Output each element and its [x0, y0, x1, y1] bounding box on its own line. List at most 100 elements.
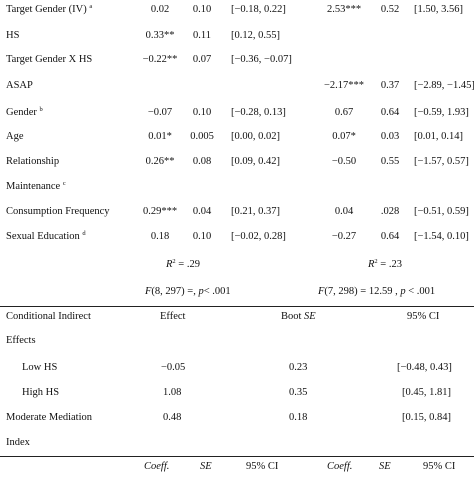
f-statistic-left: F(8, 297) =, p< .001	[145, 285, 231, 299]
moderated-mediation-effect: 0.48	[163, 412, 182, 423]
ci-model1: [−0.02, 0.28]	[231, 231, 286, 242]
ci-model1: [−0.36, −0.07]	[231, 54, 292, 65]
coeff-model2: −2.17***	[323, 80, 365, 91]
predictor-label: Gender b	[6, 106, 43, 120]
f-left-symbol: F	[145, 286, 152, 297]
se-model1: 0.08	[192, 156, 212, 167]
regression-row: HS 0.33** 0.11 [0.12, 0.55]	[0, 29, 474, 47]
regression-row: Sexual Education d 0.18 0.10 [−0.02, 0.28] −…	[0, 230, 474, 248]
low-hs-effect: −0.05	[161, 362, 186, 373]
predictor-label: HS	[6, 29, 19, 43]
coeff-model1: −0.07	[147, 107, 173, 118]
p-left-symbol: p	[198, 286, 204, 297]
high-hs-label: High HS	[22, 387, 60, 398]
coeff-model1: 0.33**	[145, 30, 175, 41]
regression-row: Target Gender X HS −0.22** 0.07 [−0.36, −0.…	[0, 53, 474, 71]
se-model1: 0.04	[192, 206, 212, 217]
high-hs-row: High HS 1.08 0.35 [0.45, 1.81]	[0, 386, 474, 404]
low-hs-ci: [−0.48, 0.43]	[397, 362, 452, 373]
predictor-footnote-mark: d	[82, 230, 86, 237]
ci-model2: [−0.51, 0.59]	[414, 206, 469, 217]
boot-header-text: Boot	[281, 311, 305, 322]
se-header-right: SE	[379, 461, 391, 472]
low-hs-se: 0.23	[289, 362, 308, 373]
predictor-label: Target Gender X HS	[6, 53, 92, 67]
f-left-text: (8, 297) =,	[151, 286, 199, 297]
coeff-model1: 0.02	[150, 4, 170, 15]
regression-row: ASAP −2.17*** 0.37 [−2.89, −1.45]	[0, 79, 474, 97]
r-squared-left: R2 = .29	[166, 258, 200, 272]
coeff-model2: 2.53***	[326, 4, 362, 15]
ci-model2: [−2.89, −1.45]	[414, 80, 474, 91]
predictor-label-text: Target Gender X HS	[6, 54, 93, 65]
ci-model1: [−0.18, 0.22]	[231, 4, 286, 15]
se-model1: 0.11	[193, 30, 211, 41]
se-header-left: SE	[200, 461, 212, 472]
predictor-label-text: Consumption Frequency	[6, 206, 110, 217]
regression-row: Consumption Frequency 0.29*** 0.04 [0.21, 0…	[0, 205, 474, 223]
se-model2: 0.55	[380, 156, 400, 167]
p-left-text: < .001	[203, 286, 231, 297]
ci-model2: [0.01, 0.14]	[414, 131, 463, 142]
coeff-model2: 0.67	[334, 107, 354, 118]
predictor-label-text: HS	[6, 30, 20, 41]
table-divider-bottom	[0, 456, 474, 457]
predictor-footnote-mark: b	[39, 106, 43, 113]
r-squared-left-symbol: R	[166, 259, 173, 270]
r-squared-right-symbol: R	[368, 259, 375, 270]
regression-row: Gender b −0.07 0.10 [−0.28, 0.13] 0.67 0.64 [−…	[0, 106, 474, 124]
predictor-footnote-mark: a	[89, 3, 93, 10]
ci-model1: [0.12, 0.55]	[231, 30, 280, 41]
coeff-model1: −0.22**	[142, 54, 178, 65]
se-model1: 0.10	[192, 107, 212, 118]
p-right-text: < .001	[405, 286, 436, 297]
r-squared-row: R2 = .29 R2 = .23	[0, 258, 474, 276]
moderated-mediation-label: Moderate Mediation	[6, 412, 93, 423]
coeff-model1: 0.01*	[148, 131, 172, 142]
coeff-model1: 0.18	[150, 231, 170, 242]
f-right-text: (7, 298) = 12.59 ,	[324, 286, 401, 297]
moderated-mediation-label-line2: Index	[6, 437, 30, 448]
low-hs-row: Low HS −0.05 0.23 [−0.48, 0.43]	[0, 361, 474, 379]
coeff-model2: −0.50	[331, 156, 357, 167]
ci-model1: [−0.28, 0.13]	[231, 107, 286, 118]
ci-model1: [0.09, 0.42]	[231, 156, 280, 167]
se-model1: 0.10	[192, 231, 212, 242]
low-hs-label: Low HS	[22, 362, 58, 373]
coeff-model2: −0.27	[331, 231, 357, 242]
r-squared-right: R2 = .23	[368, 258, 402, 272]
moderated-mediation-ci: [0.15, 0.84]	[402, 412, 451, 423]
ci-header-right: 95% CI	[423, 461, 456, 472]
coeff-header-right: Coeff.	[327, 461, 353, 472]
predictor-label: Maintenance c	[6, 180, 66, 194]
predictor-label-text: Target Gender (IV)	[6, 4, 87, 15]
coeff-header-left: Coeff.	[144, 461, 170, 472]
high-hs-ci: [0.45, 1.81]	[402, 387, 451, 398]
regression-row: Relationship 0.26** 0.08 [0.09, 0.42] −0.50 0…	[0, 155, 474, 173]
coeff-model2: 0.04	[334, 206, 354, 217]
high-hs-se: 0.35	[289, 387, 308, 398]
indirect-header-row-2: Effects	[0, 334, 474, 352]
f-statistic-right: F(7, 298) = 12.59 , p < .001	[318, 285, 435, 299]
se-model2: 0.37	[380, 80, 400, 91]
boot-se-header: Boot SE	[281, 310, 316, 324]
r-squared-right-sup: 2	[374, 258, 378, 265]
regression-row: Maintenance c	[0, 180, 474, 198]
f-right-symbol: F	[318, 286, 325, 297]
r-squared-left-value: = .29	[175, 259, 200, 270]
predictor-label-text: Relationship	[6, 156, 60, 167]
moderated-mediation-row: Moderate Mediation 0.48 0.18 [0.15, 0.84…	[0, 411, 474, 429]
se-model2: .028	[380, 206, 400, 217]
ci-header: 95% CI	[407, 311, 440, 322]
predictor-label: Relationship	[6, 155, 59, 169]
ci-model2: [−1.54, 0.10]	[414, 231, 469, 242]
se-model2: 0.52	[380, 4, 400, 15]
moderated-mediation-row-2: Index	[0, 436, 474, 454]
ci-model2: [−1.57, 0.57]	[414, 156, 469, 167]
ci-model1: [0.21, 0.37]	[231, 206, 280, 217]
p-right-symbol: p	[400, 286, 406, 297]
indirect-header-row: Conditional Indirect Effect Boot SE 95% …	[0, 310, 474, 328]
predictor-label-text: Maintenance	[6, 181, 61, 192]
f-statistic-row: F(8, 297) =, p< .001 F(7, 298) = 12.59 ,…	[0, 285, 474, 303]
predictor-label-text: ASAP	[6, 80, 33, 91]
